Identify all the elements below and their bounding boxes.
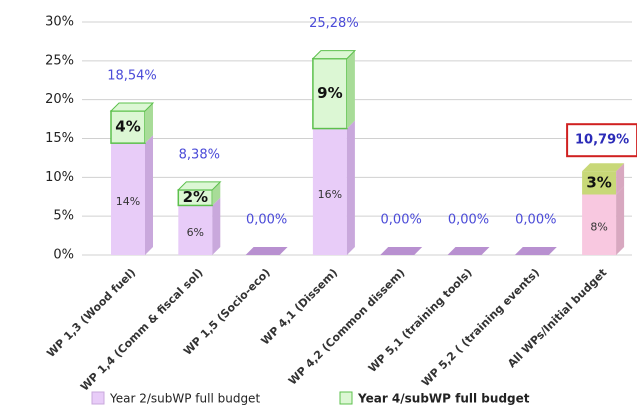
bar-segment (312, 57, 348, 130)
segment-label: 6% (187, 226, 204, 239)
bar-segment (582, 171, 617, 195)
bar-top (109, 102, 155, 112)
bar-side (616, 186, 625, 255)
bar-side (212, 197, 221, 255)
legend-label: Year 4/subWP full budget (357, 392, 530, 406)
bar-segment (111, 143, 145, 255)
legend-label: Year 2/subWP full budget (109, 392, 260, 406)
x-tick-label: WP 4,2 (Common dissem) (286, 266, 408, 388)
y-tick-label: 30% (45, 15, 74, 30)
x-tick-label: WP 5,2 ( (training events) (419, 266, 542, 389)
bar-side (145, 103, 153, 144)
bar-top (245, 247, 288, 255)
total-box (566, 123, 637, 158)
segment-label: 16% (318, 188, 342, 201)
total-label: 18,54% (107, 69, 157, 84)
total-label: 10,79% (575, 133, 629, 148)
bar-side (212, 181, 221, 206)
total-label: 0,00% (246, 213, 287, 228)
y-tick-label: 20% (45, 92, 74, 107)
y-tick-label: 5% (53, 209, 74, 224)
segment-label: 2% (183, 188, 208, 206)
bar-side (346, 120, 355, 255)
y-tick-label: 0% (53, 248, 74, 263)
legend-swatch (91, 391, 105, 405)
bar-side (145, 135, 153, 255)
total-label: 8,38% (179, 147, 220, 162)
segment-label: 9% (317, 84, 342, 102)
bar-top (177, 181, 222, 191)
y-tick-label: 25% (45, 53, 74, 68)
total-label: 25,28% (309, 16, 359, 31)
segment-label: 4% (115, 118, 140, 136)
bar-side (346, 50, 355, 129)
segment-label: 3% (586, 173, 611, 191)
total-label: 0,00% (515, 213, 556, 228)
x-tick-label: WP 1,4 (Comm & fiscal sol) (78, 266, 206, 394)
total-label: 0,00% (381, 213, 422, 228)
bar-side (616, 163, 625, 195)
bar-top (311, 50, 357, 60)
bar-segment (582, 194, 617, 255)
y-tick-label: 15% (45, 131, 74, 146)
y-tick-label: 10% (45, 170, 74, 185)
bar-top (514, 247, 557, 255)
segment-label: 8% (590, 221, 607, 234)
legend-swatch (339, 391, 353, 405)
bar-top (582, 163, 625, 172)
bar-top (380, 247, 423, 255)
total-label: 0,00% (448, 213, 489, 228)
bar-segment (312, 128, 347, 255)
bar-top (447, 247, 490, 255)
bar-segment (178, 205, 213, 255)
segment-label: 14% (116, 195, 140, 208)
